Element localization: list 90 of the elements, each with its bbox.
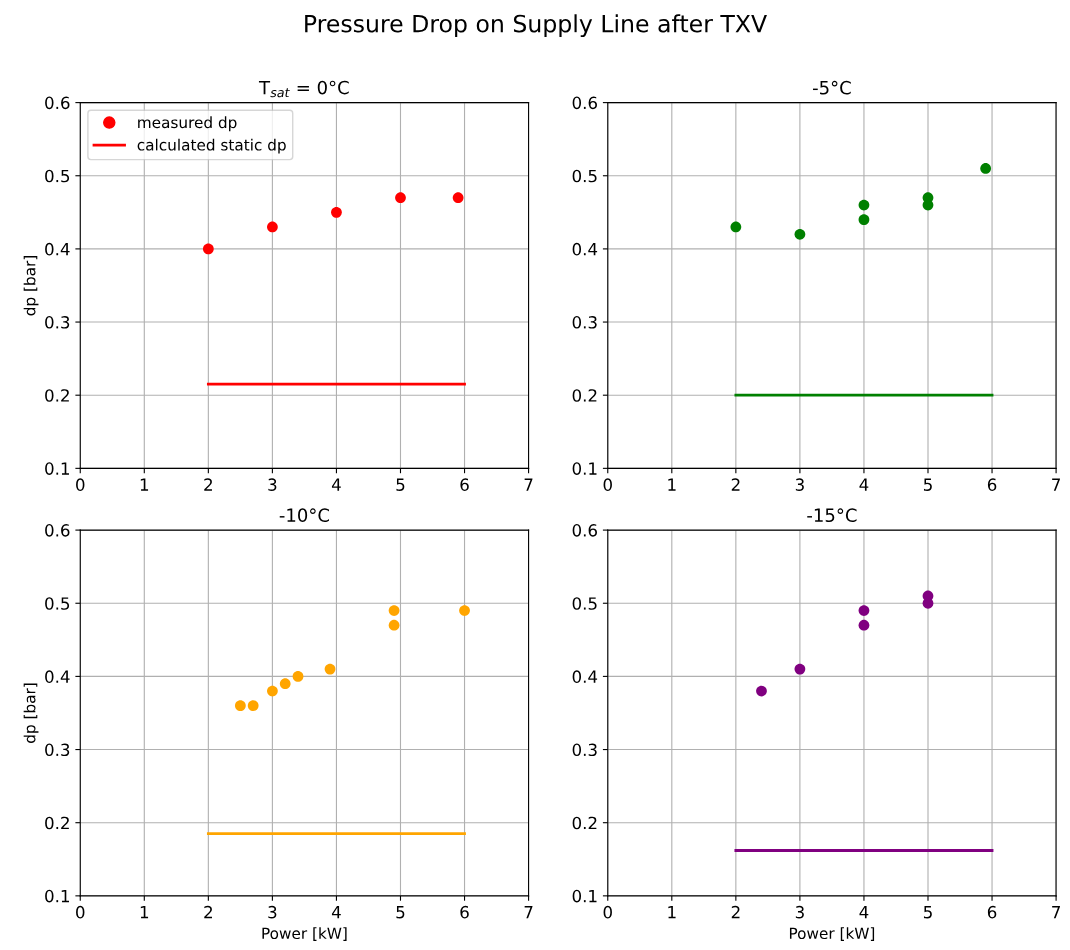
text: Pressure Drop on Supply Line after TXV — [305, 14, 767, 38]
point — [279, 678, 291, 690]
chart-title: -15°C — [807, 508, 857, 523]
legend-label: calculated static dp — [137, 138, 286, 154]
x-tick-label: 6 — [460, 905, 469, 919]
x-tick-label: 3 — [268, 478, 277, 491]
x-tick-label: 0 — [603, 478, 612, 491]
x-tick-label: 2 — [731, 478, 740, 491]
x-tick-label: 4 — [331, 906, 341, 919]
y-axis-title: dp [bar] — [23, 683, 39, 743]
y-tick-label: 0.6 — [45, 524, 70, 537]
x-tick-label: 7 — [1052, 478, 1060, 491]
y-tick-label: 0.2 — [572, 816, 597, 830]
point — [202, 243, 214, 255]
point — [331, 206, 342, 218]
x-tick-label: 7 — [524, 906, 533, 919]
legend-label: measured dp — [138, 116, 237, 132]
x-tick-label: 0 — [76, 478, 85, 491]
x-tick-label: 6 — [987, 905, 997, 919]
point — [459, 605, 470, 616]
y-tick-label: 0.3 — [45, 316, 70, 329]
x-tick-label: 1 — [668, 478, 676, 491]
y-tick-label: 0.5 — [572, 597, 597, 610]
x-tick-label: 2 — [204, 905, 212, 919]
y-tick-label: 0.5 — [572, 169, 597, 183]
point — [234, 700, 246, 712]
x-tick-label: 1 — [668, 906, 676, 919]
point — [980, 163, 992, 174]
y-tick-label: 0.5 — [45, 169, 70, 183]
x-tick-label: 4 — [859, 478, 869, 491]
point — [858, 199, 870, 211]
y-tick-label: 0.1 — [572, 889, 597, 903]
point — [388, 619, 400, 631]
x-tick-label: 7 — [524, 478, 533, 491]
point — [794, 228, 806, 240]
y-tick-label: 0.6 — [572, 524, 597, 537]
x-tick-label: 5 — [396, 906, 405, 919]
x-tick-label: 5 — [396, 478, 405, 491]
y-tick-label: 0.6 — [572, 96, 597, 110]
chart-title: T$_{sat}$ = 0°C — [258, 80, 349, 98]
x-tick-label: 3 — [268, 905, 277, 919]
point — [794, 663, 806, 675]
x-tick-label: 0 — [76, 905, 85, 919]
x-tick-label: 0 — [603, 905, 612, 919]
x-tick-label: 7 — [1052, 906, 1060, 919]
y-axis-title: dp [bar] — [23, 256, 39, 316]
y-tick-label: 0.3 — [572, 743, 597, 757]
y-tick-label: 0.4 — [45, 670, 70, 683]
y-tick-label: 0.2 — [572, 389, 597, 402]
point — [858, 619, 870, 631]
y-tick-label: 0.1 — [45, 889, 69, 903]
point — [730, 221, 742, 233]
y-tick-label: 0.2 — [45, 389, 69, 402]
point — [324, 663, 336, 675]
point — [292, 671, 304, 682]
point — [388, 605, 400, 616]
x-tick-label: 3 — [795, 478, 804, 491]
y-tick-label: 0.2 — [45, 816, 69, 830]
x-tick-label: 3 — [795, 905, 804, 919]
x-tick-label: 6 — [460, 478, 469, 491]
x-tick-label: 1 — [140, 478, 149, 491]
y-tick-label: 0.3 — [45, 743, 70, 757]
y-tick-label: 0.4 — [45, 242, 70, 256]
x-tick-label: 4 — [331, 478, 341, 491]
x-tick-label: 5 — [923, 478, 932, 491]
point — [858, 214, 870, 226]
point — [267, 685, 278, 697]
point — [267, 221, 278, 233]
y-tick-label: 0.1 — [572, 462, 597, 475]
y-tick-label: 0.3 — [572, 316, 597, 329]
x-tick-label: 6 — [987, 478, 997, 491]
x-tick-label: 2 — [204, 478, 212, 491]
point — [247, 700, 259, 712]
y-tick-label: 0.1 — [45, 462, 69, 475]
y-tick-label: 0.4 — [572, 670, 598, 683]
x-tick-label: 1 — [140, 906, 149, 919]
point — [756, 685, 767, 697]
point — [395, 192, 406, 204]
y-tick-label: 0.6 — [45, 96, 70, 110]
chart-title: -10°C — [279, 508, 329, 523]
y-tick-label: 0.4 — [572, 242, 598, 256]
x-tick-label: 5 — [923, 906, 932, 919]
x-tick-label: 2 — [731, 905, 740, 919]
point — [452, 192, 464, 204]
y-tick-label: 0.5 — [45, 597, 70, 610]
x-axis-title: Power [kW] — [262, 927, 347, 941]
point — [858, 605, 870, 616]
chart-title: -5°C — [812, 80, 851, 95]
x-axis-title: Power [kW] — [789, 927, 875, 941]
x-tick-label: 4 — [859, 906, 869, 919]
